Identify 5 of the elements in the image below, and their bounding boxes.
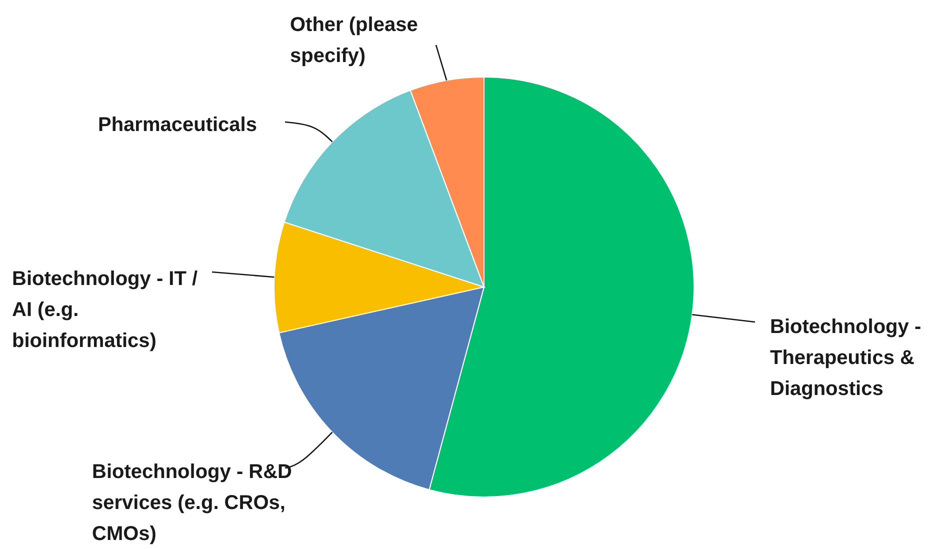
- slice-label: Biotechnology - R&D services (e.g. CROs, CMOs): [92, 461, 292, 545]
- slice-label: Biotechnology - IT / AI (e.g. bioinformatics): [12, 268, 198, 352]
- slice-label: Other (please specify): [290, 14, 418, 67]
- slice-label: Pharmaceuticals: [98, 114, 257, 136]
- slice-label: Biotechnology - Therapeutics & Diagnostics: [770, 316, 922, 400]
